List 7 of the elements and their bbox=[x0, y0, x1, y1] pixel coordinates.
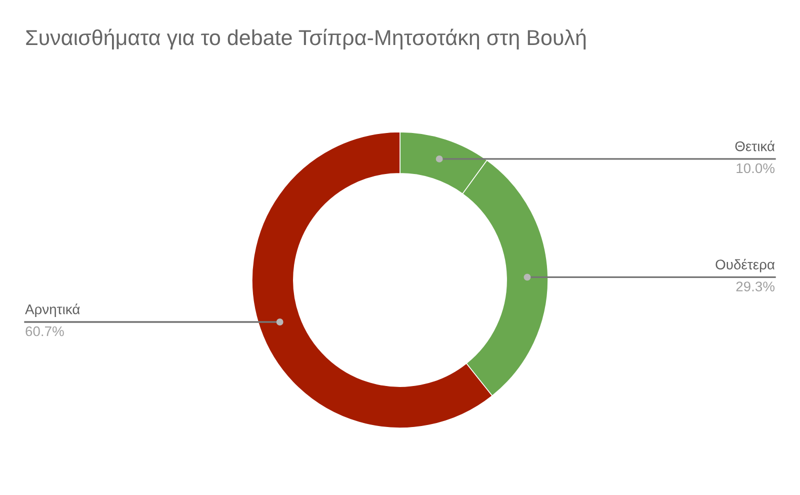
slice-label: Αρνητικά bbox=[25, 304, 80, 317]
data-label: 60.7% bbox=[26, 326, 64, 336]
data-label: 29.3% bbox=[736, 282, 775, 292]
chart-title: Συναισθήματα για το debate Τσίπρα-Μητσοτάκη στη Βουλή bbox=[26, 28, 586, 50]
slice-label: Ουδέτερα bbox=[716, 258, 775, 272]
slice-label: Θετικά bbox=[735, 140, 775, 152]
data-label: 10.0% bbox=[736, 163, 775, 174]
